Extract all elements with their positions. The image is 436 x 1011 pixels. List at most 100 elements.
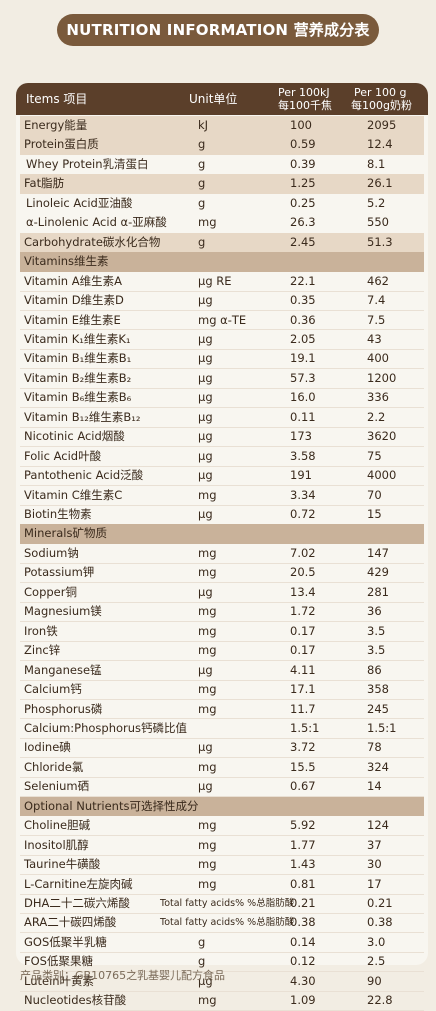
- row-name: Whey Protein乳清蛋白: [26, 156, 149, 171]
- row-value-per100g: 75: [367, 448, 382, 463]
- row-value-per100kj: 1.77: [290, 837, 316, 852]
- row-name: Optional Nutrients可选择性成分: [24, 798, 199, 813]
- row-value-per100kj: 17.1: [290, 682, 316, 697]
- table-row: Vitamin E维生素E mg α-TE 0.36 7.5: [20, 311, 424, 331]
- row-divider: [20, 640, 424, 642]
- row-value-per100g: 51.3: [367, 234, 393, 249]
- row-divider: [20, 757, 424, 759]
- table-row: Vitamin A维生素A μg RE 22.1 462: [20, 272, 424, 292]
- row-unit: Total fatty acids% %总脂肪酸: [160, 917, 295, 929]
- row-name: Zinc锌: [24, 643, 61, 658]
- row-value-per100g: 90: [367, 973, 382, 988]
- row-value-per100g: 78: [367, 740, 382, 755]
- row-name: Fat脂肪: [24, 176, 65, 191]
- row-name: Vitamin E维生素E: [24, 312, 121, 327]
- table-row: Optional Nutrients可选择性成分: [20, 796, 424, 817]
- row-value-per100g: 1.5:1: [367, 720, 397, 735]
- row-value-per100kj: 22.1: [290, 273, 316, 288]
- row-name: Calcium钙: [24, 682, 82, 697]
- row-name: Taurine牛磺酸: [24, 857, 101, 872]
- row-value-per100kj: 1.72: [290, 604, 316, 619]
- row-value-per100g: 70: [367, 487, 382, 502]
- table-row: Vitamin B₂维生素B₂ μg 57.3 1200: [20, 369, 424, 389]
- row-divider: [20, 504, 424, 506]
- footer-note: 产品类别：GB10765之乳基婴儿配方食品: [20, 969, 226, 982]
- row-value-per100g: 400: [367, 351, 389, 366]
- row-name: Energy能量: [24, 118, 88, 132]
- row-value-per100g: 7.5: [367, 312, 386, 327]
- table-row: Nicotinic Acid烟酸 μg 173 3620: [20, 427, 424, 447]
- row-unit: μg: [198, 468, 213, 483]
- row-value-per100g: 429: [367, 565, 389, 580]
- table-row: Vitamin K₁维生素K₁ μg 2.05 43: [20, 330, 424, 350]
- table-row: Minerals矿物质: [20, 524, 424, 544]
- row-name: Vitamin A维生素A: [24, 273, 122, 288]
- table-row: Taurine牛磺酸 mg 1.43 30: [20, 855, 424, 875]
- row-name: Calcium:Phosphorus钙磷比值: [24, 720, 188, 735]
- row-divider: [20, 601, 424, 603]
- row-value-per100g: 86: [367, 662, 382, 677]
- row-divider: [20, 368, 424, 370]
- row-value-per100kj: 100: [290, 118, 312, 132]
- table-row: Vitamin B₆维生素B₆ μg 16.0 336: [20, 388, 424, 408]
- table-row: ARA二十碳四烯酸 Total fatty acids% %总脂肪酸 0.38 0.3…: [20, 913, 424, 933]
- row-value-per100kj: 7.02: [290, 545, 316, 560]
- row-unit: mg: [198, 759, 217, 774]
- row-divider: [20, 699, 424, 700]
- row-name: Vitamin C维生素C: [24, 487, 123, 502]
- row-unit: mg: [198, 565, 217, 580]
- row-value-per100kj: 0.38: [290, 915, 316, 930]
- row-value-per100kj: 0.67: [290, 779, 316, 794]
- table-row: Selenium硒 μg 0.67 14: [20, 777, 424, 797]
- row-divider: [20, 465, 424, 467]
- table-row: Iodine碘 μg 3.72 78: [20, 738, 424, 758]
- row-name: Iodine碘: [24, 740, 71, 755]
- row-unit: μg: [198, 293, 213, 308]
- row-name: Linoleic Acid亚油酸: [26, 195, 133, 210]
- row-name: Folic Acid叶酸: [24, 448, 102, 463]
- row-value-per100kj: 0.25: [290, 195, 316, 210]
- row-value-per100g: 2.2: [367, 409, 386, 424]
- row-value-per100g: 336: [367, 390, 389, 405]
- row-value-per100g: 22.8: [367, 993, 393, 1008]
- row-unit: μg: [198, 390, 213, 405]
- row-unit: mg: [198, 643, 217, 658]
- row-value-per100g: 26.1: [367, 176, 393, 191]
- table-row: Vitamin C维生素C mg 3.34 70: [20, 486, 424, 506]
- row-unit: mg: [198, 876, 217, 891]
- row-value-per100kj: 1.43: [290, 857, 316, 872]
- row-divider: [20, 387, 424, 389]
- row-name: ARA二十碳四烯酸: [24, 915, 117, 930]
- row-name: α-Linolenic Acid α-亚麻酸: [26, 215, 167, 230]
- row-name: Nicotinic Acid烟酸: [24, 429, 125, 444]
- table-row: Linoleic Acid亚油酸 g 0.25 5.2: [20, 194, 424, 214]
- row-value-per100g: 12.4: [367, 137, 393, 152]
- row-divider: [20, 835, 424, 837]
- row-divider: [20, 348, 424, 350]
- row-unit: mg: [198, 604, 217, 619]
- row-value-per100kj: 0.59: [290, 137, 316, 152]
- header-per100kj-en: Per 100kJ: [278, 86, 330, 99]
- row-name: Phosphorus磷: [24, 701, 103, 716]
- row-unit: μg: [198, 448, 213, 463]
- row-value-per100kj: 26.3: [290, 215, 316, 230]
- row-value-per100kj: 0.17: [290, 643, 316, 658]
- row-divider: [20, 290, 424, 292]
- row-divider: [20, 776, 424, 778]
- table-row: Folic Acid叶酸 μg 3.58 75: [20, 447, 424, 467]
- row-name: Carbohydrate碳水化合物: [24, 234, 161, 249]
- row-divider: [20, 446, 424, 448]
- row-divider: [20, 718, 424, 720]
- row-name: Inositol肌醇: [24, 837, 89, 852]
- row-divider: [20, 932, 424, 934]
- row-value-per100g: 462: [367, 273, 389, 288]
- row-value-per100kj: 5.92: [290, 818, 316, 833]
- table-row: Inositol肌醇 mg 1.77 37: [20, 836, 424, 856]
- table-row: Protein蛋白质 g 0.59 12.4: [20, 135, 424, 155]
- row-divider: [20, 737, 424, 739]
- row-value-per100kj: 2.05: [290, 331, 316, 346]
- row-divider: [20, 310, 424, 311]
- table-row: DHA二十二碳六烯酸 Total fatty acids% %总脂肪酸 0.21 0.…: [20, 894, 424, 914]
- row-value-per100kj: 0.36: [290, 312, 316, 327]
- row-value-per100kj: 1.25: [290, 176, 316, 191]
